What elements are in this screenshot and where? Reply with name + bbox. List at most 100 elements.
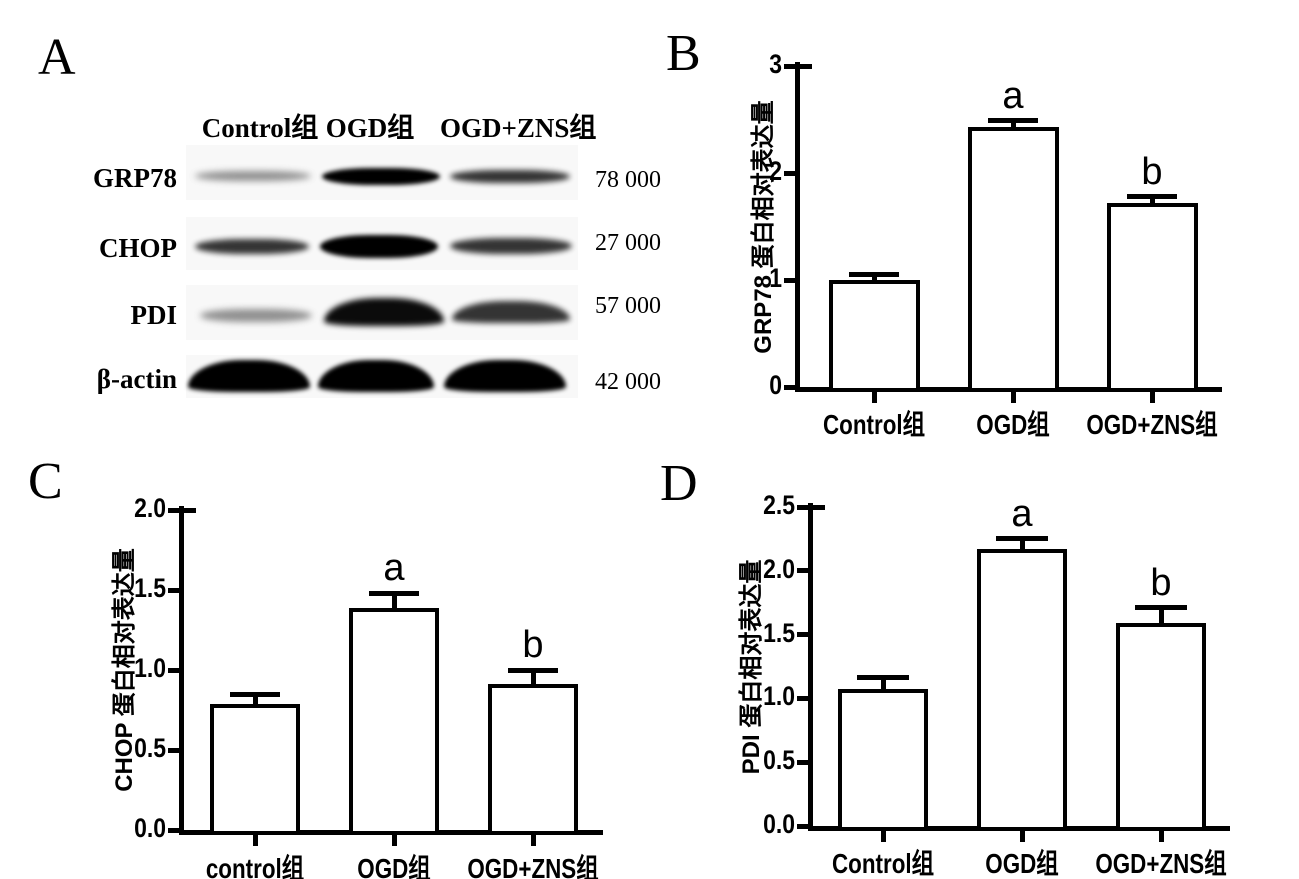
blot-band (200, 308, 312, 322)
y-tick-label: 0.0 (134, 813, 166, 843)
blot-band (318, 360, 434, 392)
panel-a-label: A (38, 29, 76, 86)
bar (977, 549, 1067, 831)
blot-strip-chop (186, 217, 578, 270)
y-tick-label: 0.0 (763, 809, 795, 839)
x-tick-label: Control组 (822, 409, 926, 440)
y-tick (797, 568, 808, 574)
error-bar-cap (988, 118, 1038, 124)
x-tick-label: OGD组 (976, 409, 1050, 440)
blot-band (452, 301, 570, 323)
mw-label-grp78: 78 000 (595, 167, 661, 193)
y-tick (784, 63, 795, 69)
error-bar-cap (1127, 194, 1177, 200)
x-tick-label: control组 (205, 853, 305, 879)
mw-label-pdi: 57 000 (595, 293, 661, 319)
mw-label-beta-actin: 42 000 (595, 369, 661, 395)
x-tick (391, 835, 397, 846)
error-bar-stem (1019, 538, 1025, 552)
x-tick (880, 831, 886, 842)
y-tick (784, 384, 795, 390)
blot-band (450, 169, 570, 183)
error-bar-stem (530, 670, 536, 687)
y-axis-top-tick (813, 505, 825, 510)
y-tick (797, 759, 808, 765)
y-tick-label: 0.5 (763, 745, 795, 776)
x-tick (252, 835, 258, 846)
y-axis-title: CHOP 蛋白相对表达量 (111, 548, 138, 792)
x-tick-label: OGD+ZNS组 (1095, 848, 1227, 879)
bar (1116, 623, 1206, 831)
error-bar-cap (1135, 605, 1187, 611)
y-axis-title: GRP78 蛋白相对表达量 (750, 99, 777, 354)
x-tick (530, 835, 536, 846)
blot-band (444, 360, 566, 392)
y-tick-label: 0.5 (134, 733, 166, 763)
protein-label-beta-actin: β-actin (96, 364, 177, 394)
y-tick (168, 507, 179, 513)
x-tick (1019, 831, 1025, 842)
bar (349, 607, 439, 835)
panel-d-label: D (660, 455, 698, 512)
chop-bar-chart: 0.0 0.5 1.0 1.5 2.0 control组 OGD组 a OGD+ZNS组 b CHO… (15, 448, 655, 879)
y-tick (168, 667, 179, 673)
blot-band (320, 234, 438, 258)
protein-label-grp78: GRP78 (93, 163, 177, 193)
bar (838, 689, 928, 831)
y-tick-label: 1 (769, 263, 782, 293)
bar (1106, 202, 1198, 392)
pdi-bar-chart: 0.0 0.5 1.0 1.5 2.0 2.5 Control组 OGD组 a OGD+ZNS组 b… (655, 448, 1299, 879)
error-bar-stem (1149, 196, 1155, 205)
y-tick (168, 747, 179, 753)
lane-header-ogd-zns: OGD+ZNS组 (440, 113, 597, 143)
blot-band (322, 167, 440, 185)
error-bar-stem (871, 274, 877, 282)
x-tick (871, 392, 877, 403)
error-bar-stem (880, 677, 886, 692)
y-tick (168, 587, 179, 593)
x-tick (1149, 392, 1155, 403)
x-tick-label: OGD组 (985, 848, 1059, 879)
significance-letter: b (1150, 561, 1172, 604)
y-tick-label: 1.5 (763, 617, 795, 648)
y-axis-line (795, 62, 800, 392)
y-tick (784, 277, 795, 283)
blot-band (450, 238, 572, 254)
significance-letter: a (1011, 492, 1033, 535)
panel-b-label: B (666, 25, 701, 82)
y-tick (797, 823, 808, 829)
error-bar-cap (849, 272, 899, 278)
x-tick-label: OGD+ZNS组 (467, 853, 599, 879)
y-axis-line (808, 503, 813, 831)
y-tick-label: 1.5 (134, 573, 166, 603)
error-bar-stem (391, 593, 397, 610)
bar (210, 703, 300, 835)
y-tick-label: 1.0 (763, 681, 795, 712)
error-bar-stem (252, 694, 258, 706)
blot-band (324, 298, 444, 326)
bar (828, 280, 920, 392)
y-axis-title: PDI 蛋白相对表达量 (738, 559, 765, 774)
lane-header-ogd: OGD组 (325, 113, 415, 143)
error-bar-cap (369, 590, 419, 596)
grp78-bar-chart: 0 1 2 3 Control组 OGD组 a OGD+ZNS组 b GRP78 蛋白相对表达量 (655, 18, 1299, 450)
significance-letter: b (1141, 150, 1163, 193)
mw-label-chop: 27 000 (595, 230, 661, 256)
blot-strip-beta-actin (186, 355, 578, 398)
y-tick-label: 3 (769, 49, 782, 79)
y-tick-label: 2.0 (134, 493, 166, 523)
panel-c-label: C (28, 453, 63, 510)
significance-letter: b (522, 624, 544, 666)
y-tick-label: 1.0 (134, 653, 166, 683)
significance-letter: a (1002, 74, 1024, 117)
y-tick (784, 170, 795, 176)
x-tick (1158, 831, 1164, 842)
x-tick-label: OGD+ZNS组 (1086, 409, 1218, 440)
error-bar-cap (857, 675, 909, 681)
y-tick-label: 2 (769, 156, 782, 186)
bar (967, 126, 1059, 392)
error-bar-cap (230, 691, 280, 697)
x-tick (1010, 392, 1016, 403)
blot-band (188, 360, 310, 392)
